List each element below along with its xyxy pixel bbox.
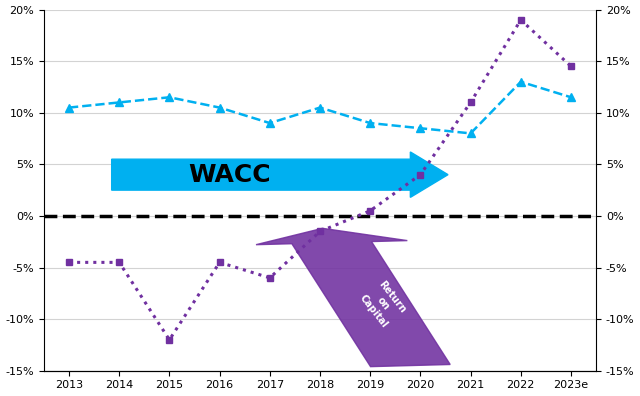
Polygon shape [256,228,450,367]
Polygon shape [111,152,448,197]
Text: WACC: WACC [188,163,271,187]
Text: Return
on
Capital: Return on Capital [358,278,408,329]
